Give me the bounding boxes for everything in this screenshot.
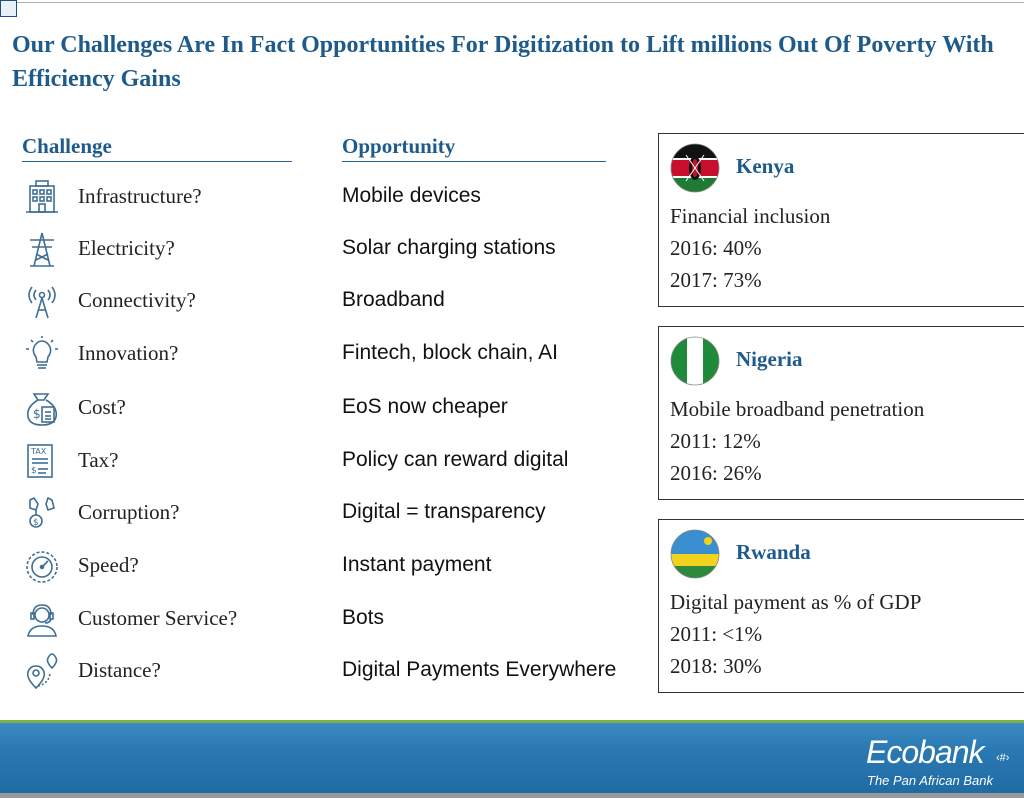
challenge-text: Infrastructure? — [78, 184, 202, 208]
lightbulb-icon — [22, 335, 62, 375]
footer-band — [0, 720, 1024, 798]
corner-box — [0, 0, 17, 17]
country-name: Nigeria — [736, 347, 803, 371]
svg-text:$: $ — [33, 518, 39, 528]
opportunity-text: Solar charging stations — [342, 236, 556, 259]
challenge-text: Innovation? — [78, 341, 179, 365]
challenge-text: Distance? — [78, 658, 161, 682]
stat-value: 2011: <1% — [670, 622, 763, 646]
tax-document-icon: TAX $ — [22, 442, 62, 482]
opportunity-text: Digital Payments Everywhere — [342, 658, 617, 681]
challenge-row: Innovation? Fintech, block chain, AI — [0, 335, 660, 387]
antenna-icon — [22, 282, 62, 322]
metric-label: Mobile broadband penetration — [670, 397, 925, 421]
money-calculator-icon: $ — [22, 389, 62, 429]
country-name: Kenya — [736, 154, 795, 178]
ecobank-logo: Ecobank — [866, 734, 985, 770]
challenge-row: Electricity? Solar charging stations — [0, 230, 660, 282]
stat-value: 2018: 30% — [670, 654, 762, 678]
opportunity-text: Policy can reward digital — [342, 448, 569, 471]
challenge-text: Corruption? — [78, 500, 180, 524]
speedometer-icon — [22, 547, 62, 587]
bribe-hand-icon: $ — [22, 494, 62, 534]
country-card-nigeria: Nigeria Mobile broadband penetration 201… — [658, 326, 1024, 500]
challenge-text: Cost? — [78, 395, 126, 419]
opportunity-text: Fintech, block chain, AI — [342, 341, 558, 364]
top-rule — [0, 2, 1024, 3]
slide-title: Our Challenges Are In Fact Opportunities… — [12, 32, 994, 92]
headset-agent-icon — [22, 600, 62, 640]
bottom-edge — [0, 793, 1024, 798]
svg-text:$: $ — [33, 407, 41, 421]
challenge-text: Connectivity? — [78, 288, 196, 312]
challenge-row: Infrastructure? Mobile devices — [0, 178, 660, 230]
kenya-flag-icon — [670, 143, 720, 193]
challenge-text: Customer Service? — [78, 606, 238, 630]
challenge-header: Challenge — [22, 134, 292, 162]
metric-label: Digital payment as % of GDP — [670, 590, 922, 614]
challenge-row: $ Cost? EoS now cheaper — [0, 389, 660, 441]
footer-accent-line — [0, 720, 1024, 723]
opportunity-text: Instant payment — [342, 553, 492, 576]
power-tower-icon — [22, 230, 62, 270]
stat-value: 2017: 73% — [670, 268, 762, 292]
challenge-text: Tax? — [78, 448, 119, 472]
location-pin-icon — [22, 652, 62, 692]
country-card-kenya: Kenya Financial inclusion 2016: 40% 2017… — [658, 133, 1024, 307]
rwanda-flag-icon — [670, 529, 720, 579]
nigeria-flag-icon — [670, 336, 720, 386]
svg-text:TAX: TAX — [30, 447, 47, 456]
stat-value: 2011: 12% — [670, 429, 761, 453]
challenge-text: Electricity? — [78, 236, 175, 260]
opportunity-text: Broadband — [342, 288, 445, 311]
country-card-rwanda: Rwanda Digital payment as % of GDP 2011:… — [658, 519, 1024, 693]
challenge-row: Speed? Instant payment — [0, 547, 660, 599]
challenge-row: TAX $ Tax? Policy can reward digital — [0, 442, 660, 494]
challenge-text: Speed? — [78, 553, 139, 577]
stat-value: 2016: 26% — [670, 461, 762, 485]
building-icon — [22, 178, 62, 218]
opportunity-text: EoS now cheaper — [342, 395, 508, 418]
challenge-row: $ Corruption? Digital = transparency — [0, 494, 660, 546]
opportunity-text: Bots — [342, 606, 385, 629]
opportunity-header: Opportunity — [342, 134, 606, 162]
opportunity-text: Digital = transparency — [342, 500, 546, 523]
challenge-row: Connectivity? Broadband — [0, 282, 660, 334]
challenge-row: Distance? Digital Payments Everywhere — [0, 652, 660, 704]
metric-label: Financial inclusion — [670, 204, 831, 228]
country-name: Rwanda — [736, 540, 811, 564]
challenge-row: Customer Service? Bots — [0, 600, 660, 652]
opportunity-text: Mobile devices — [342, 184, 481, 207]
svg-text:$: $ — [31, 466, 37, 476]
stat-value: 2016: 40% — [670, 236, 762, 260]
ecobank-tagline: The Pan African Bank — [867, 773, 993, 788]
page-number: ‹#› — [996, 752, 1010, 764]
